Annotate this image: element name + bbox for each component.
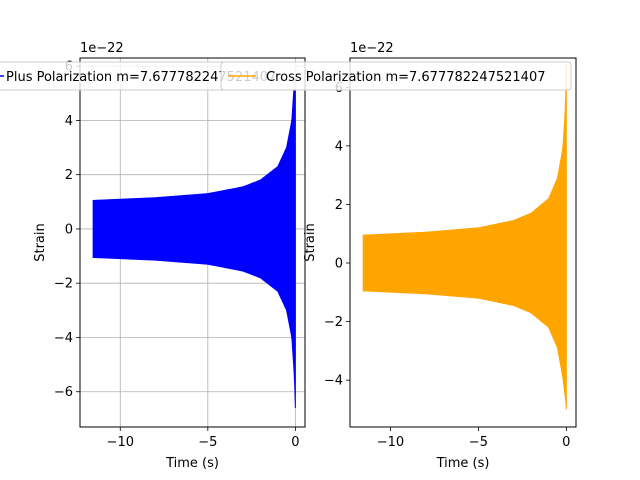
y-tick-label: 4 [65, 114, 73, 129]
x-tick-label: 0 [562, 435, 570, 450]
x-axis-label: Time (s) [165, 456, 219, 471]
series-waveform-0 [92, 63, 296, 409]
series-waveform-0 [362, 63, 567, 410]
y-tick-label: −6 [54, 385, 73, 400]
y-offset-text: 1e−22 [350, 41, 394, 56]
axis-ticks: −10−50−6−4−20246 [54, 60, 300, 450]
x-axis-label: Time (s) [436, 456, 490, 471]
y-tick-label: −4 [324, 374, 343, 389]
y-tick-label: −2 [324, 315, 343, 330]
x-tick-label: −10 [377, 435, 404, 450]
x-tick-label: 0 [291, 435, 299, 450]
legend-label: Cross Polarization m=7.677782247521407 [266, 70, 545, 85]
x-tick-label: −10 [107, 435, 134, 450]
axes-frame [79, 57, 306, 428]
plus-polarization-signal [92, 63, 296, 409]
y-axis-label: Strain [33, 223, 48, 262]
y-axis-label: Strain [303, 223, 318, 262]
legend-label: Plus Polarization m=7.677782247521407 [6, 70, 276, 85]
y-tick-label: 0 [65, 222, 73, 237]
y-tick-label: −2 [54, 277, 73, 292]
x-tick-label: −5 [198, 435, 217, 450]
y-tick-label: 0 [335, 257, 343, 272]
legend-cross: Cross Polarization m=7.677782247521407 [220, 61, 572, 91]
y-offset-text: 1e−22 [80, 41, 124, 56]
y-tick-label: 2 [335, 198, 343, 213]
axes-frame [349, 57, 577, 428]
y-tick-label: 4 [335, 139, 343, 154]
y-tick-label: −4 [54, 331, 73, 346]
cross-polarization-signal [362, 63, 567, 410]
x-tick-label: −5 [469, 435, 488, 450]
legend-box [220, 61, 572, 91]
y-tick-label: 2 [65, 168, 73, 183]
